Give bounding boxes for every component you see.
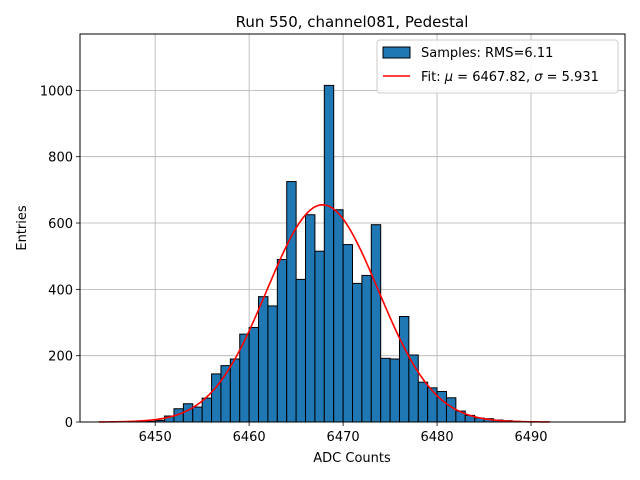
y-tick-label: 1000 <box>40 84 73 99</box>
histogram-bar <box>445 397 457 423</box>
legend-fit-prefix: Fit: <box>421 70 445 85</box>
legend-fit-mu-symbol: μ <box>444 70 453 85</box>
histogram-bar <box>286 181 297 423</box>
gaussian-fit-curve <box>98 203 550 423</box>
y-tick-label: 800 <box>48 151 73 166</box>
x-tick-label: 6490 <box>514 430 547 445</box>
x-tick-label: 6460 <box>233 430 266 445</box>
histogram-bar <box>342 244 354 423</box>
x-tick-label: 6470 <box>327 430 360 445</box>
histogram-bar <box>361 274 372 423</box>
histogram-bar <box>276 259 288 423</box>
histogram-bar <box>333 209 344 423</box>
histogram-bar <box>417 381 429 423</box>
histogram-bar <box>182 403 194 423</box>
histogram-bar <box>248 326 260 423</box>
histogram-bar <box>427 387 438 423</box>
histogram-bar <box>267 305 278 423</box>
plot-frame <box>79 33 626 423</box>
y-tick-label: 600 <box>48 217 73 232</box>
y-tick-label: 0 <box>65 416 73 431</box>
x-tick-label: 6450 <box>139 430 172 445</box>
histogram-bar <box>201 397 213 423</box>
histogram-bar <box>295 278 307 423</box>
legend-fit-sigma-symbol: σ <box>534 70 543 85</box>
legend: Samples: RMS=6.11 Fit: μ = 6467.82, σ = … <box>376 39 619 94</box>
histogram-bar <box>211 373 222 423</box>
histogram-bar <box>258 296 269 423</box>
histogram-bar <box>370 224 382 423</box>
histogram-bar <box>389 358 400 423</box>
histogram-bar <box>352 282 363 423</box>
histogram-bar <box>398 316 410 423</box>
y-tick-label: 400 <box>48 283 73 298</box>
histogram-bar <box>229 358 241 423</box>
legend-fit-mu-value: = 6467.82, <box>453 70 534 85</box>
y-tick-label: 200 <box>48 350 73 365</box>
histogram-bar <box>314 250 325 423</box>
legend-fit-label: Fit: μ = 6467.82, σ = 5.931 <box>421 70 599 85</box>
legend-fit-sigma-value: = 5.931 <box>542 70 598 85</box>
legend-samples-swatch <box>382 46 411 59</box>
x-axis-label: ADC Counts <box>313 451 391 466</box>
legend-box <box>376 39 619 94</box>
histogram-bar <box>305 214 316 423</box>
histogram-bar <box>192 406 203 423</box>
x-tick-label: 6480 <box>421 430 454 445</box>
x-axis-ticks: 6450 6460 6470 6480 6490 <box>139 422 548 445</box>
chart-title: Run 550, channel081, Pedestal <box>236 13 469 31</box>
y-axis-label: Entries <box>15 205 30 251</box>
histogram-bar <box>323 84 335 423</box>
legend-samples-label: Samples: RMS=6.11 <box>421 46 553 61</box>
histogram-bar <box>380 357 391 423</box>
y-axis-ticks: 0 200 400 600 800 1000 <box>40 84 80 431</box>
